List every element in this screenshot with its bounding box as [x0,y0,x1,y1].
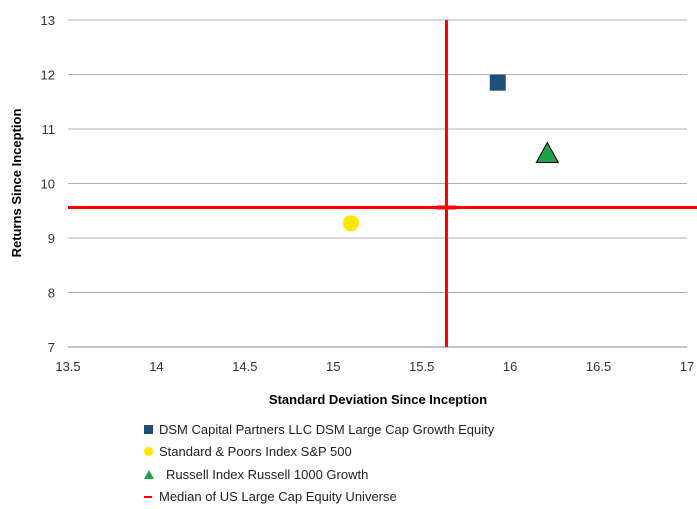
chart-legend: DSM Capital Partners LLC DSM Large Cap G… [144,418,684,508]
legend-item-median: Median of US Large Cap Equity Universe [144,486,684,509]
legend-label-sp500: Standard & Poors Index S&P 500 [159,444,352,460]
legend-square-marker-icon [144,424,153,434]
x-tick-label: 16 [503,359,517,374]
legend-item-sp500: Standard & Poors Index S&P 500 [144,441,684,464]
y-tick-label: 8 [48,286,55,301]
y-tick-label: 11 [42,122,56,137]
y-tick-label: 7 [48,340,55,355]
median-marker [436,205,457,210]
legend-label-median: Median of US Large Cap Equity Universe [159,489,397,505]
x-tick-label: 15.5 [409,359,434,374]
legend-item-dsm: DSM Capital Partners LLC DSM Large Cap G… [144,418,684,441]
dsm-square-marker [489,74,506,91]
x-tick-label: 15 [326,359,340,374]
x-axis-title: Standard Deviation Since Inception [269,392,487,407]
legend-item-russell: Russell Index Russell 1000 Growth [144,463,684,486]
x-tick-label: 14.5 [232,359,257,374]
y-tick-label: 10 [41,177,55,192]
legend-label-dsm: DSM Capital Partners LLC DSM Large Cap G… [159,421,495,437]
x-tick-label: 17 [680,359,694,374]
legend-circle-marker-icon [144,447,153,457]
y-tick-label: 9 [48,231,55,246]
data-markers [68,20,697,347]
legend-triangle-marker-icon [144,469,154,479]
x-tick-label: 14 [149,359,163,374]
legend-label-russell: Russell Index Russell 1000 Growth [166,466,369,482]
x-tick-label: 16.5 [586,359,611,374]
y-axis-tick-labels: 7 8 9 10 11 12 13 [41,13,55,355]
russell-triangle-marker [535,141,560,164]
x-axis-tick-labels: 13.5 14 14.5 15 15.5 16 16.5 17 [55,359,694,374]
y-tick-label: 12 [41,68,55,83]
legend-line-marker-icon [144,495,152,498]
y-tick-label: 13 [41,13,55,28]
y-axis-title: Returns Since Inception [9,109,24,258]
horizontal-gridlines [68,19,687,348]
x-tick-label: 13.5 [55,359,80,374]
sp500-circle-marker [342,215,359,232]
